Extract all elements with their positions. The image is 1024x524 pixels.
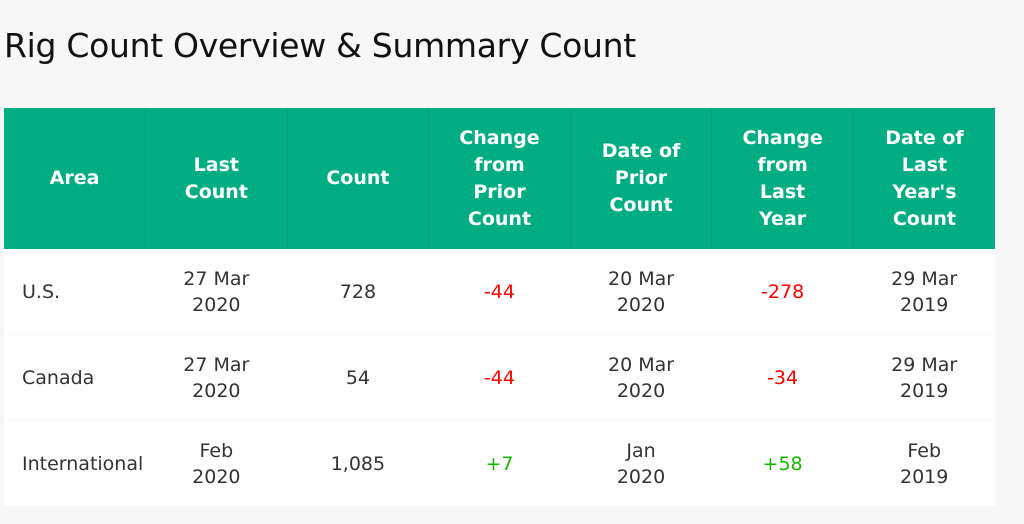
header-area-label: Area <box>49 167 100 189</box>
table-body: U.S. 27 Mar 2020 728 -44 20 Mar 2020 -27… <box>4 249 995 506</box>
header-last-count: Last Count <box>145 108 288 249</box>
cell-last-count: 27 Mar 2020 <box>183 267 250 316</box>
header-change-last-year: Change from Last Year <box>711 108 854 249</box>
table-row-canada: Canada 27 Mar 2020 54 -44 20 Mar 2020 -3… <box>4 334 995 421</box>
cell-change-last-year: +58 <box>762 452 803 475</box>
cell-date-prior: 20 Mar 2020 <box>607 267 675 316</box>
cell-last-count: 27 Mar 2020 <box>183 353 250 402</box>
cell-count: 54 <box>345 366 370 389</box>
cell-change-last-year: -278 <box>761 280 805 303</box>
page-title: Rig Count Overview & Summary Count <box>4 26 636 65</box>
header-date-prior-label: Date of Prior Count <box>601 140 681 216</box>
header-date-last-year-label: Date of Last Year's Count <box>885 126 964 230</box>
header-date-last-year: Date of Last Year's Count <box>852 108 995 249</box>
cell-area: International <box>22 452 144 475</box>
cell-change-last-year: -34 <box>767 366 799 389</box>
header-date-prior: Date of Prior Count <box>569 108 712 249</box>
cell-count: 728 <box>339 280 377 303</box>
header-change-last-year-label: Change from Last Year <box>742 126 823 230</box>
header-change-prior: Change from Prior Count <box>428 108 571 249</box>
cell-area: U.S. <box>22 280 61 303</box>
table-header: Area Last Count Count Change from Prior … <box>4 108 995 249</box>
cell-change-prior: -44 <box>483 280 515 303</box>
header-last-count-label: Last Count <box>184 153 248 203</box>
table-row-us: U.S. 27 Mar 2020 728 -44 20 Mar 2020 -27… <box>4 249 995 335</box>
cell-change-prior: -44 <box>483 366 515 389</box>
cell-date-prior: 20 Mar 2020 <box>607 353 675 402</box>
table-row-international: International Feb 2020 1,085 +7 Jan 2020… <box>4 420 995 506</box>
cell-count: 1,085 <box>330 452 386 475</box>
cell-last-count: Feb 2020 <box>192 439 241 488</box>
header-row: Area Last Count Count Change from Prior … <box>4 108 995 249</box>
cell-change-prior: +7 <box>485 452 514 475</box>
cell-date-prior: Jan 2020 <box>616 439 666 488</box>
header-count: Count <box>286 108 429 249</box>
cell-area: Canada <box>22 366 95 389</box>
header-area: Area <box>4 108 146 249</box>
cell-date-last-year: 29 Mar 2019 <box>891 267 958 316</box>
header-count-label: Count <box>326 167 390 189</box>
header-change-prior-label: Change from Prior Count <box>459 126 540 230</box>
cell-date-last-year: Feb 2019 <box>900 439 949 488</box>
rig-count-table: Area Last Count Count Change from Prior … <box>4 108 995 506</box>
cell-date-last-year: 29 Mar 2019 <box>891 353 958 402</box>
